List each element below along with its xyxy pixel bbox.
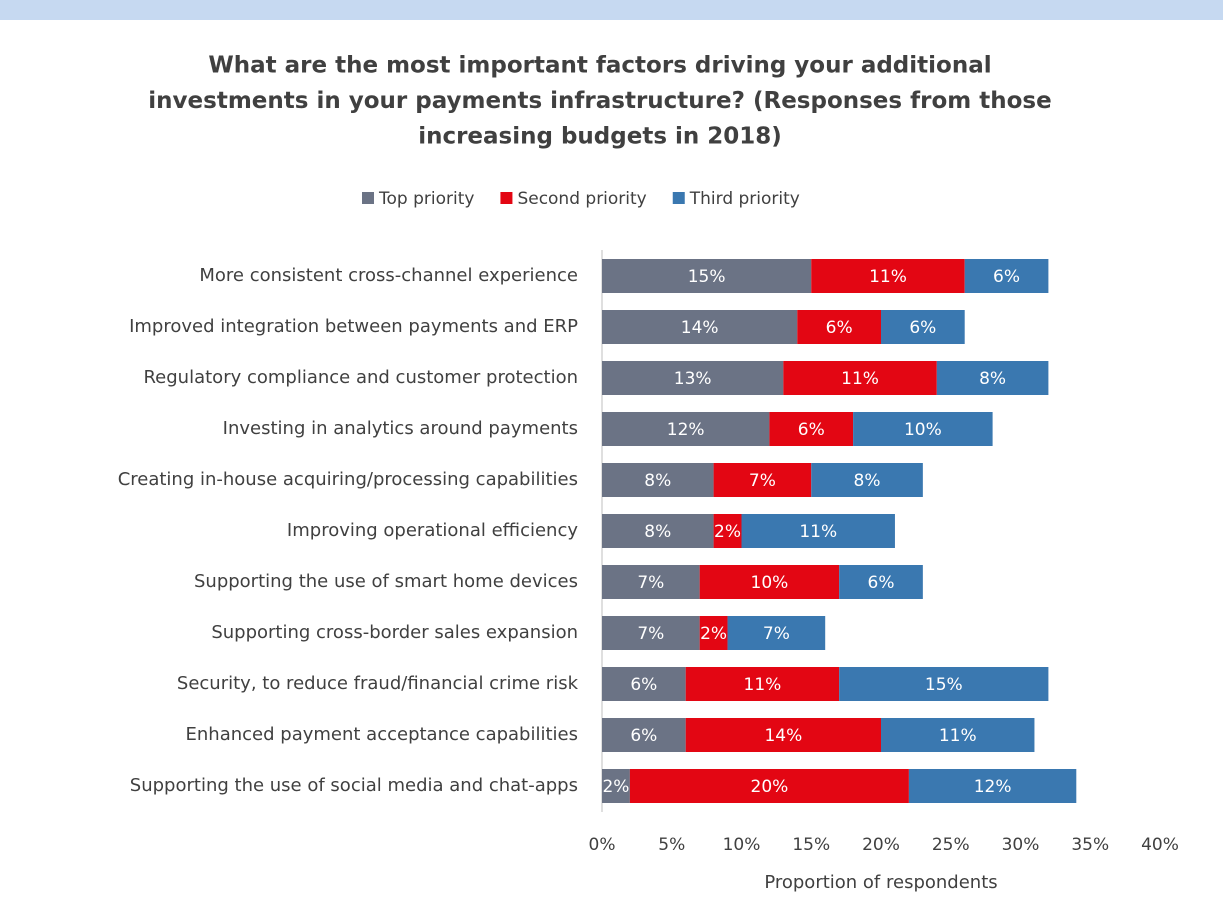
y-tick-label: Creating in-house acquiring/processing c… <box>118 469 578 490</box>
legend-swatch <box>500 192 513 204</box>
y-tick-label: Supporting the use of smart home devices <box>194 571 578 592</box>
bar-segment <box>602 310 798 344</box>
data-label: 8% <box>979 369 1006 389</box>
y-tick-label: Improving operational efficiency <box>287 520 578 541</box>
bar-segment <box>629 769 909 803</box>
data-label: 6% <box>993 267 1020 287</box>
x-tick-label: 35% <box>1071 835 1109 855</box>
data-label: 13% <box>674 369 712 389</box>
legend-swatch <box>362 192 374 204</box>
y-tick-label: Security, to reduce fraud/financial crim… <box>177 673 579 694</box>
data-label: 8% <box>644 522 671 542</box>
data-label: 7% <box>637 624 664 644</box>
data-label: 15% <box>925 675 963 695</box>
data-label: 14% <box>764 726 802 746</box>
x-tick-label: 20% <box>862 835 900 855</box>
bar-segment <box>881 718 1035 752</box>
data-label: 11% <box>841 369 879 389</box>
data-label: 7% <box>749 471 776 491</box>
data-label: 2% <box>700 624 727 644</box>
data-label: 10% <box>904 420 942 440</box>
x-tick-label: 0% <box>589 835 616 855</box>
data-label: 20% <box>751 777 789 797</box>
x-tick-label: 5% <box>658 835 685 855</box>
data-label: 11% <box>799 522 837 542</box>
bar-segment <box>602 667 686 701</box>
y-tick-label: Improved integration between payments an… <box>129 316 578 337</box>
data-label: 6% <box>630 675 657 695</box>
data-label: 8% <box>644 471 671 491</box>
header-banner <box>0 0 1223 20</box>
bar-segment <box>602 769 630 803</box>
legend-label: Top priority <box>378 189 474 209</box>
y-tick-label: Investing in analytics around payments <box>223 418 578 439</box>
data-label: 14% <box>681 318 719 338</box>
data-label: 15% <box>688 267 726 287</box>
bar-segment <box>783 361 937 395</box>
data-label: 6% <box>826 318 853 338</box>
x-axis-label: Proportion of respondents <box>764 872 997 893</box>
data-label: 8% <box>854 471 881 491</box>
data-label: 12% <box>974 777 1012 797</box>
y-tick-label: Regulatory compliance and customer prote… <box>143 367 578 388</box>
legend-label: Third priority <box>689 189 800 209</box>
bar-segment <box>811 463 923 497</box>
bar-segment <box>602 361 784 395</box>
x-tick-label: 40% <box>1141 835 1179 855</box>
data-label: 7% <box>763 624 790 644</box>
bar-segment <box>839 667 1049 701</box>
legend-swatch <box>672 192 685 204</box>
y-tick-label: More consistent cross-channel experience <box>199 265 578 286</box>
y-tick-label: Supporting the use of social media and c… <box>130 775 578 796</box>
data-label: 12% <box>667 420 705 440</box>
bar-segment <box>881 310 965 344</box>
bar-segment <box>741 514 895 548</box>
x-tick-label: 30% <box>1002 835 1040 855</box>
data-label: 2% <box>602 777 629 797</box>
bar-segment <box>602 463 714 497</box>
data-label: 11% <box>744 675 782 695</box>
bar-segment <box>602 718 686 752</box>
bar-segment <box>964 259 1049 293</box>
bar-segment <box>685 718 881 752</box>
data-label: 6% <box>909 318 936 338</box>
bar-segment <box>685 667 840 701</box>
bar-segment <box>908 769 1077 803</box>
data-label: 10% <box>751 573 789 593</box>
data-label: 11% <box>939 726 977 746</box>
bar-segment <box>602 514 714 548</box>
bar-segment <box>811 259 965 293</box>
bar-segment <box>797 310 881 344</box>
y-tick-label: Enhanced payment acceptance capabilities <box>186 724 578 745</box>
bar-segment <box>853 412 993 446</box>
data-label: 6% <box>868 573 895 593</box>
bar-segment <box>727 616 826 650</box>
data-label: 6% <box>798 420 825 440</box>
bar-segment <box>713 514 742 548</box>
x-tick-label: 25% <box>932 835 970 855</box>
bar-segment <box>602 412 770 446</box>
data-label: 11% <box>869 267 907 287</box>
bar-segment <box>936 361 1049 395</box>
chart-title: increasing budgets in 2018) <box>418 124 782 150</box>
data-label: 7% <box>637 573 664 593</box>
bar-segment <box>699 565 840 599</box>
legend-label: Second priority <box>517 189 646 209</box>
chart-title: investments in your payments infrastruct… <box>148 88 1051 114</box>
bar-segment <box>713 463 812 497</box>
x-tick-label: 10% <box>723 835 761 855</box>
bar-segment <box>602 565 700 599</box>
bar-segment <box>602 616 700 650</box>
x-tick-label: 15% <box>792 835 830 855</box>
y-tick-label: Supporting cross-border sales expansion <box>211 622 578 643</box>
bar-segment <box>769 412 854 446</box>
bar-segment <box>699 616 728 650</box>
bar-segment <box>602 259 812 293</box>
chart-title: What are the most important factors driv… <box>208 53 991 79</box>
data-label: 2% <box>714 522 741 542</box>
bar-segment <box>839 565 923 599</box>
data-label: 6% <box>630 726 657 746</box>
